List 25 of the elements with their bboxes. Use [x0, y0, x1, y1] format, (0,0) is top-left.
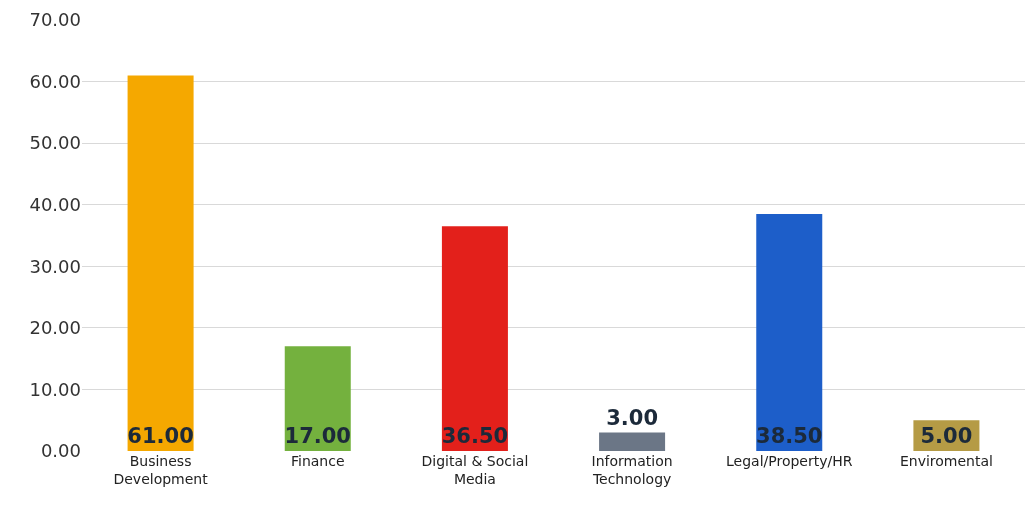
data-label: 61.00	[127, 424, 194, 448]
x-tick-label: Business Development	[113, 453, 209, 488]
y-tick-label: 20.00	[29, 317, 81, 339]
y-tick-label: 10.00	[29, 378, 81, 400]
bar	[441, 226, 508, 451]
y-tick-label: 70.00	[29, 9, 81, 31]
data-label: 38.50	[756, 424, 823, 448]
x-tick-label: Digital & Social Media	[421, 453, 529, 488]
data-label: 3.00	[606, 405, 658, 430]
bar	[599, 432, 666, 451]
x-tick-label: Legal/Property/HR	[726, 453, 853, 469]
y-tick-label: 30.00	[29, 255, 81, 277]
x-tick-label: Finance	[290, 453, 345, 469]
x-tick-label: Information Technology	[591, 453, 673, 488]
bar	[756, 213, 823, 451]
x-tick-label: Enviromental	[899, 453, 993, 469]
y-tick-label: 60.00	[29, 70, 81, 92]
y-tick-label: 40.00	[29, 194, 81, 216]
data-label: 17.00	[284, 424, 351, 448]
data-label: 36.50	[441, 424, 509, 448]
data-label: 5.00	[920, 424, 973, 448]
y-tick-label: 50.00	[29, 132, 81, 154]
y-tick-label: 0.00	[40, 440, 81, 462]
bar	[284, 346, 351, 451]
bar	[127, 75, 194, 451]
